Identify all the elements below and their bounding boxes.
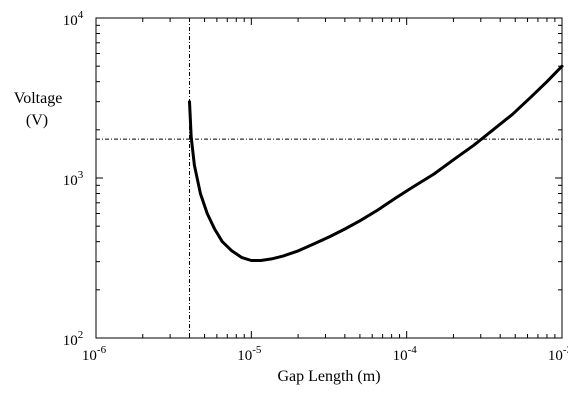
x-axis-label: Gap Length (m) — [277, 368, 380, 385]
axis-ticks: 10-6 10-5 10-4 10-3 102 103 104 — [63, 9, 568, 364]
y-axis-label-line1: Voltage — [14, 90, 63, 107]
series-line — [188, 64, 564, 262]
y-tick-label: 103 — [63, 169, 84, 189]
reference-lines — [96, 18, 562, 338]
x-tick-label: 10-5 — [237, 344, 262, 364]
y-tick-label: 102 — [63, 329, 84, 349]
series-layer — [188, 64, 564, 262]
x-tick-label: 10-6 — [82, 344, 107, 364]
x-tick-label: 10-4 — [393, 344, 418, 364]
plot-frame — [95, 17, 563, 339]
y-tick-label: 104 — [63, 9, 84, 29]
y-axis-label-line2: (V) — [26, 112, 48, 129]
x-tick-label: 10-3 — [548, 344, 568, 364]
